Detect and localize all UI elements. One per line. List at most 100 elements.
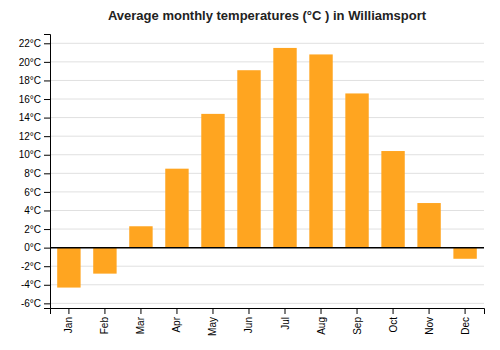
y-tick-mark [44, 155, 50, 156]
bars [50, 48, 484, 288]
grid-line [50, 117, 484, 118]
y-tick-label: 16°C [19, 94, 41, 105]
x-tick: Aug [316, 308, 327, 335]
x-tick-label: Jul [280, 317, 291, 330]
x-tick-mark [212, 308, 213, 314]
bar [57, 248, 80, 288]
y-tick: 8°C [24, 168, 50, 179]
x-tick-label: Feb [99, 317, 110, 335]
x-tick: Apr [171, 308, 182, 333]
y-tick-label: 6°C [24, 187, 41, 198]
grid-line [50, 191, 484, 192]
y-tick-mark [44, 62, 50, 63]
y-tick-label: 10°C [19, 149, 41, 160]
x-axis: Jan Feb Mar Apr May Jun Jul Aug Sep Oct Nov Dec [51, 308, 485, 336]
y-axis-line [44, 35, 51, 309]
x-tick: Nov [424, 308, 435, 335]
bar [309, 54, 332, 247]
y-tick: 0°C [24, 242, 50, 253]
x-tick: Mar [135, 308, 146, 334]
bar [129, 226, 152, 247]
x-tick: May [207, 308, 218, 336]
grid-line [50, 247, 484, 248]
x-tick-label: Jun [243, 317, 254, 333]
x-tick: Jun [243, 308, 254, 333]
x-tick-mark [104, 308, 105, 314]
x-tick: Jul [280, 308, 291, 330]
grid-line [50, 61, 484, 62]
y-tick: 16°C [19, 94, 50, 105]
x-tick-mark [285, 308, 286, 314]
zero-line [50, 247, 484, 249]
y-tick: 4°C [24, 205, 50, 216]
y-tick: -2°C [21, 261, 50, 272]
y-tick: 18°C [19, 75, 50, 86]
title: Average monthly temperatures (°C ) in Wi… [108, 8, 427, 23]
bar [201, 114, 224, 248]
chart: Average monthly temperatures (°C ) in Wi… [0, 0, 500, 350]
grid-line [50, 284, 484, 285]
y-tick: 2°C [24, 224, 50, 235]
x-tick: Oct [388, 308, 399, 333]
x-tick-mark [68, 308, 69, 314]
y-tick-label: -2°C [21, 261, 41, 272]
bar [345, 93, 368, 247]
bar [453, 248, 476, 259]
grid-line [50, 99, 484, 100]
x-tick: Sep [352, 308, 363, 335]
x-tick: Jan [63, 308, 74, 333]
y-axis: -6°C -4°C -2°C 0°C 2°C 4°C 6°C 8°C 10°C 12°C 14°C 1… [19, 35, 51, 310]
grid-line [50, 303, 484, 304]
y-tick-label: 14°C [19, 112, 41, 123]
y-tick-mark [44, 248, 50, 249]
x-tick-label: Nov [424, 317, 435, 335]
y-tick-mark [44, 210, 50, 211]
x-tick-label: May [207, 317, 218, 336]
bar [381, 151, 404, 248]
y-tick-label: 22°C [19, 38, 41, 49]
x-tick-mark [393, 308, 394, 314]
grid-line [50, 173, 484, 174]
x-tick-label: Dec [460, 317, 471, 335]
y-tick: 20°C [19, 57, 50, 68]
y-tick: 22°C [19, 38, 50, 49]
y-tick: -4°C [21, 279, 50, 290]
y-tick-mark [44, 173, 50, 174]
y-tick: 14°C [19, 112, 50, 123]
y-tick-label: -4°C [21, 279, 41, 290]
x-tick-label: Apr [171, 316, 182, 332]
y-tick: 10°C [19, 149, 50, 160]
bar [93, 248, 116, 274]
grid [50, 43, 484, 303]
y-tick-label: 4°C [24, 205, 41, 216]
bar [417, 203, 440, 248]
x-tick-mark [140, 308, 141, 314]
x-tick-label: Mar [135, 316, 146, 334]
y-tick-mark [44, 136, 50, 137]
x-tick-mark [176, 308, 177, 314]
y-tick-mark [44, 99, 50, 100]
y-tick-label: 18°C [19, 75, 41, 86]
y-tick-mark [44, 266, 50, 267]
y-tick-mark [44, 192, 50, 193]
y-tick-label: 0°C [24, 242, 41, 253]
x-tick-label: Oct [388, 317, 399, 333]
y-tick-label: -6°C [21, 298, 41, 309]
x-axis-line [51, 309, 485, 315]
y-tick-mark [44, 285, 50, 286]
bar [237, 70, 260, 247]
y-tick-label: 8°C [24, 168, 41, 179]
grid-line [50, 80, 484, 81]
y-tick-mark [44, 80, 50, 81]
x-tick-label: Sep [352, 317, 363, 335]
x-tick-mark [321, 308, 322, 314]
y-tick-mark [44, 118, 50, 119]
y-tick: 6°C [24, 187, 50, 198]
plot: -6°C -4°C -2°C 0°C 2°C 4°C 6°C 8°C 10°C 12°C 14°C 1… [19, 35, 485, 336]
grid-line [50, 154, 484, 155]
x-tick-mark [429, 308, 430, 314]
x-tick-label: Jan [63, 317, 74, 333]
y-tick: -6°C [21, 298, 50, 309]
y-tick: 12°C [19, 131, 50, 142]
x-tick-label: Aug [316, 317, 327, 335]
